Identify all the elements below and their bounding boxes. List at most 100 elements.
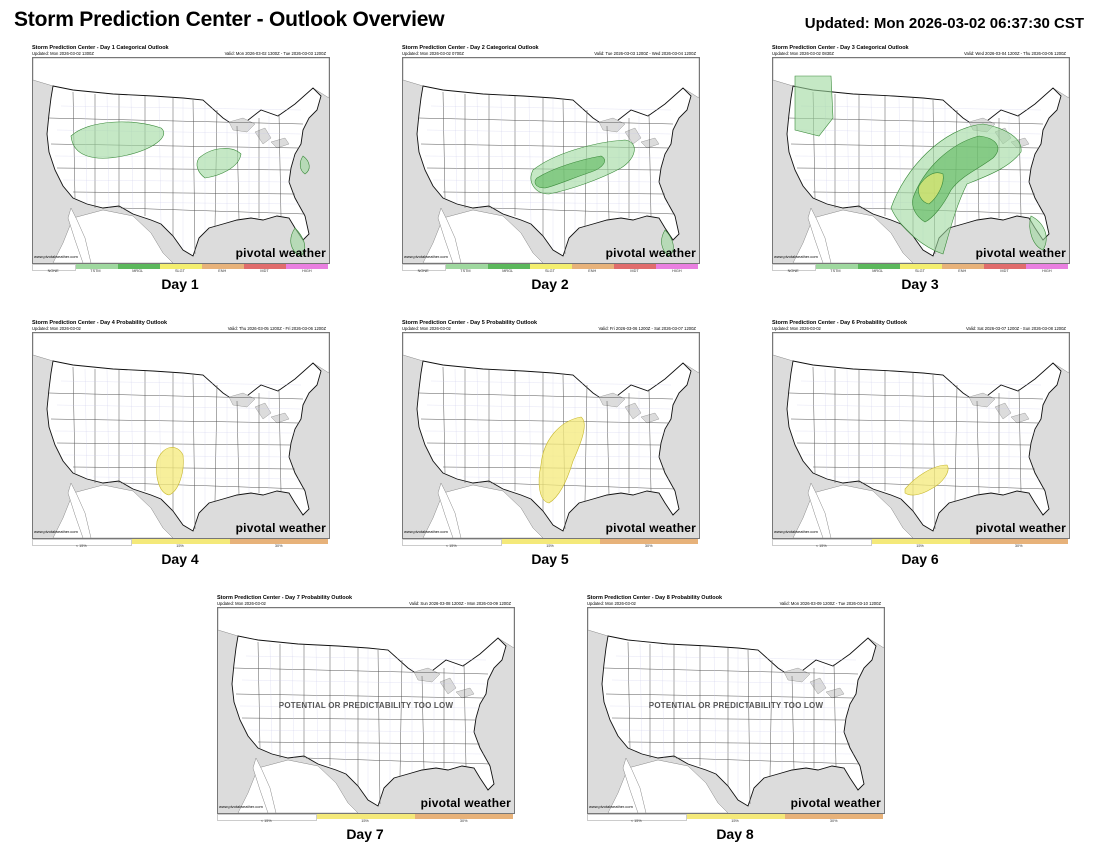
outlook-panel-day-1[interactable]: Storm Prediction Center - Day 1 Categori… — [30, 43, 330, 293]
legend-label: TSTM — [90, 269, 101, 273]
legend-label: MRGL — [502, 269, 514, 273]
legend-swatch — [900, 264, 942, 269]
map-credit: www.pivotalweather.com — [219, 804, 263, 809]
legend-swatch — [415, 814, 513, 819]
panel-header: Storm Prediction Center - Day 8 Probabil… — [587, 595, 883, 607]
outlook-map — [402, 57, 700, 264]
panel-updated: Updated: Mon 2026-03-02 — [587, 601, 636, 606]
legend-label: < 15% — [75, 544, 87, 548]
conus-map-svg — [33, 58, 329, 263]
legend-label: 15% — [176, 544, 184, 548]
legend-label: < 15% — [815, 544, 827, 548]
outlook-panel-day-8[interactable]: Storm Prediction Center - Day 8 Probabil… — [585, 593, 885, 843]
legend-label: MRGL — [132, 269, 144, 273]
panel-header: Storm Prediction Center - Day 3 Categori… — [772, 45, 1068, 57]
panel-updated: Updated: Mon 2026-03-02 — [772, 326, 821, 331]
legend-swatch — [772, 264, 816, 271]
risk-area-tstm — [290, 227, 306, 257]
legend-labels: NONE TSTM MRGL SLGT ENH MDT HIGH — [32, 269, 328, 275]
risk-area-tstm — [794, 75, 834, 137]
conus-map-svg — [588, 608, 884, 813]
legend-swatch — [572, 264, 614, 269]
legend-swatch — [772, 539, 872, 546]
legend-labels: < 15% 15% 30% — [217, 819, 513, 825]
panel-header: Storm Prediction Center - Day 5 Probabil… — [402, 320, 698, 332]
legend-label: < 15% — [260, 819, 272, 823]
panel-image: Storm Prediction Center - Day 4 Probabil… — [30, 318, 330, 550]
panel-title: Storm Prediction Center - Day 7 Probabil… — [217, 595, 353, 601]
panel-header: Storm Prediction Center - Day 7 Probabil… — [217, 595, 513, 607]
no-prediction-text: POTENTIAL OR PREDICTABILITY TOO LOW — [278, 701, 454, 710]
page-title: Storm Prediction Center - Outlook Overvi… — [14, 8, 445, 31]
legend-bar — [217, 814, 513, 821]
outlook-panel-day-6[interactable]: Storm Prediction Center - Day 6 Probabil… — [770, 318, 1070, 568]
legend-labels: < 15% 15% 30% — [32, 544, 328, 550]
legend-swatch — [402, 539, 502, 546]
panel-image: Storm Prediction Center - Day 3 Categori… — [770, 43, 1070, 275]
legend-swatch — [244, 264, 286, 269]
legend-bar — [402, 539, 698, 546]
conus-map-svg — [403, 58, 699, 263]
legend-swatch — [488, 264, 530, 269]
conus-basemap — [403, 333, 699, 538]
outlook-panel-day-4[interactable]: Storm Prediction Center - Day 4 Probabil… — [30, 318, 330, 568]
outlook-panel-day-3[interactable]: Storm Prediction Center - Day 3 Categori… — [770, 43, 1070, 293]
legend-swatch — [202, 264, 244, 269]
legend-swatch — [687, 814, 785, 819]
legend-label: 15% — [731, 819, 739, 823]
legend-bar — [32, 539, 328, 546]
legend-swatch — [32, 539, 132, 546]
legend-label: ENH — [588, 269, 597, 273]
day-label: Day 6 — [901, 551, 939, 567]
panel-updated: Updated: Mon 2026-03-02 0700Z — [402, 51, 464, 56]
conus-map-svg — [218, 608, 514, 813]
legend-label: 15% — [361, 819, 369, 823]
legend-bar — [772, 264, 1068, 271]
outlook-map — [32, 332, 330, 539]
risk-area-tstm — [1029, 215, 1047, 251]
brand-logo-text: pivotal weather — [420, 796, 511, 810]
legend-label: MRGL — [872, 269, 884, 273]
panel-header: Storm Prediction Center - Day 6 Probabil… — [772, 320, 1068, 332]
no-prediction-text: POTENTIAL OR PREDICTABILITY TOO LOW — [648, 701, 824, 710]
outlook-panel-day-2[interactable]: Storm Prediction Center - Day 2 Categori… — [400, 43, 700, 293]
legend-labels: < 15% 15% 30% — [772, 544, 1068, 550]
legend-swatch — [614, 264, 656, 269]
legend-label: TSTM — [460, 269, 471, 273]
legend-bar — [402, 264, 698, 271]
panel-image: Storm Prediction Center - Day 8 Probabil… — [585, 593, 885, 825]
legend-swatch — [132, 539, 230, 544]
legend-swatch — [942, 264, 984, 269]
legend-swatch — [970, 539, 1068, 544]
panel-updated: Updated: Mon 2026-03-02 0830Z — [772, 51, 834, 56]
brand-logo-text: pivotal weather — [975, 246, 1066, 260]
legend-swatch — [656, 264, 698, 269]
panel-valid-time: Valid: Tue 2026-03-03 1200Z - Wed 2026-0… — [594, 51, 696, 56]
legend-bar — [32, 264, 328, 271]
legend-swatch — [530, 264, 572, 269]
risk-area-p15 — [156, 447, 184, 496]
legend-label: 15% — [916, 544, 924, 548]
conus-map-svg — [33, 333, 329, 538]
legend-swatch — [402, 264, 446, 271]
panel-title: Storm Prediction Center - Day 6 Probabil… — [772, 320, 908, 326]
legend-swatch — [1026, 264, 1068, 269]
panel-image: Storm Prediction Center - Day 2 Categori… — [400, 43, 700, 275]
legend-label: HIGH — [1042, 269, 1052, 273]
legend-labels: NONE TSTM MRGL SLGT ENH MDT HIGH — [402, 269, 698, 275]
brand-logo-text: pivotal weather — [605, 521, 696, 535]
conus-basemap — [588, 608, 884, 813]
day-label: Day 1 — [161, 276, 199, 292]
outlook-panel-day-7[interactable]: Storm Prediction Center - Day 7 Probabil… — [215, 593, 515, 843]
panel-updated: Updated: Mon 2026-03-02 — [217, 601, 266, 606]
legend-label: 15% — [546, 544, 554, 548]
legend-labels: < 15% 15% 30% — [402, 544, 698, 550]
outlook-panel-day-5[interactable]: Storm Prediction Center - Day 5 Probabil… — [400, 318, 700, 568]
day-label: Day 4 — [161, 551, 199, 567]
map-credit: www.pivotalweather.com — [589, 804, 633, 809]
legend-swatch — [76, 264, 118, 269]
legend-swatch — [230, 539, 328, 544]
legend-label: 30% — [829, 819, 838, 823]
legend-label: HIGH — [302, 269, 312, 273]
panel-header: Storm Prediction Center - Day 4 Probabil… — [32, 320, 328, 332]
